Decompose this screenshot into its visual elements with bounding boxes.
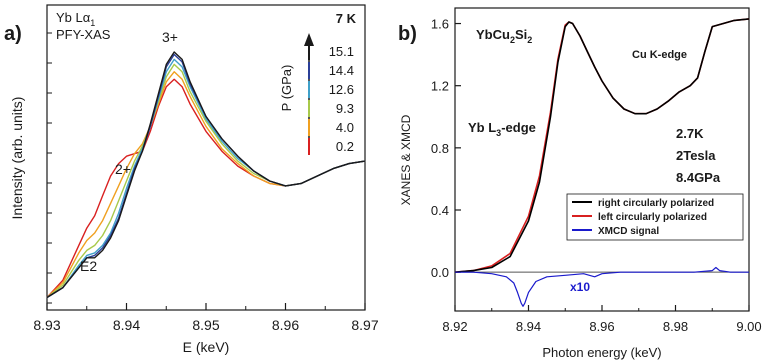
panel-b-label: b) [398,23,417,45]
panel-b: b) 8.92 8.94 8.96 8.98 9.00 0.0 0.4 0.8 1.2 1.6 Y… [398,7,762,360]
panel-b-x-tick-label: 8.96 [589,319,614,334]
panel-a-series-line [46,51,366,299]
panel-a-x-label: E (keV) [183,339,230,355]
panel-b-ticks: 8.92 8.94 8.96 8.98 9.00 0.0 0.4 0.8 1.2 1.6 [431,17,762,334]
panel-a-x-tick-label: 8.95 [192,317,219,333]
panel-b-legend-items: right circularly polarized left circularl… [572,198,714,237]
pressure-legend-label: 4.0 [336,120,354,135]
panel-b-y-tick-label: 1.6 [431,17,449,32]
pressure-legend: 15.1 14.4 12.6 9.3 4.0 0.2 [308,43,354,155]
panel-b-x-label: Photon energy (keV) [542,345,661,360]
panel-b-legend [566,193,744,241]
pressure-legend-label: 0.2 [336,139,354,154]
panel-a-x-tick-label: 8.96 [272,317,299,333]
panel-b-cond-temp: 2.7K [676,126,704,141]
panel-a-title-line1: Yb Lα1 [56,10,95,28]
panel-b-yb-edge: Yb L3-edge [468,120,536,138]
panel-b-cu-edge: Cu K-edge [632,49,687,61]
pressure-legend-label: 15.1 [329,44,354,59]
panel-b-y-tick-label: 0.8 [431,141,449,156]
panel-a-peak-3plus: 3+ [162,29,178,45]
panel-a-temperature: 7 K [336,11,357,26]
panel-a-y-label: Intensity (arb. units) [9,97,25,220]
panel-b-x-tick-label: 8.94 [516,319,541,334]
panel-b-series [454,18,750,307]
panel-b-y-label: XANES & XMCD [399,114,413,205]
panel-b-compound: YbCu2Si2 [476,27,532,45]
panel-b-xmcd-scale: x10 [570,280,590,294]
panel-b-y-tick-label: 0.0 [431,265,449,280]
panel-b-x-tick-label: 8.92 [442,319,467,334]
panel-a-peak-2plus: 2+ [115,161,131,177]
panel-b-legend-label: XMCD signal [598,226,659,237]
panel-a-y-ticks [47,32,52,304]
pressure-arrow-head [304,33,314,46]
panel-a-series [46,51,366,299]
panel-b-x-tick-label: 9.00 [736,319,761,334]
pressure-legend-label: 14.4 [329,63,354,78]
panel-a-x-tick-label: 8.93 [33,317,60,333]
panel-b-series-line [455,266,749,307]
panel-b-cond-field: 2Tesla [676,148,716,163]
pressure-legend-label: 12.6 [329,82,354,97]
panel-a-x-tick-label: 8.94 [113,317,140,333]
panel-b-series-line [454,18,750,273]
panel-a: a) 8.93 8.94 8.95 8.96 8.97 Yb Lα1 PFY-XAS 7… [4,4,379,355]
pressure-legend-label: 9.3 [336,101,354,116]
panel-a-x-ticks: 8.93 8.94 8.95 8.96 8.97 [33,303,379,333]
panel-b-y-tick-label: 1.2 [431,79,449,94]
panel-a-title-line2: PFY-XAS [56,27,111,42]
pressure-axis-label: P (GPa) [279,65,294,112]
panel-b-cond-pressure: 8.4GPa [676,170,721,185]
panel-b-y-tick-label: 0.4 [431,203,449,218]
panel-b-legend-label: left circularly polarized [598,212,707,223]
panel-a-peak-e2: E2 [80,258,97,274]
panel-a-label: a) [4,23,22,45]
panel-a-x-tick-label: 8.97 [351,317,378,333]
panel-b-x-tick-label: 8.98 [663,319,688,334]
panel-b-legend-label: right circularly polarized [598,198,714,209]
